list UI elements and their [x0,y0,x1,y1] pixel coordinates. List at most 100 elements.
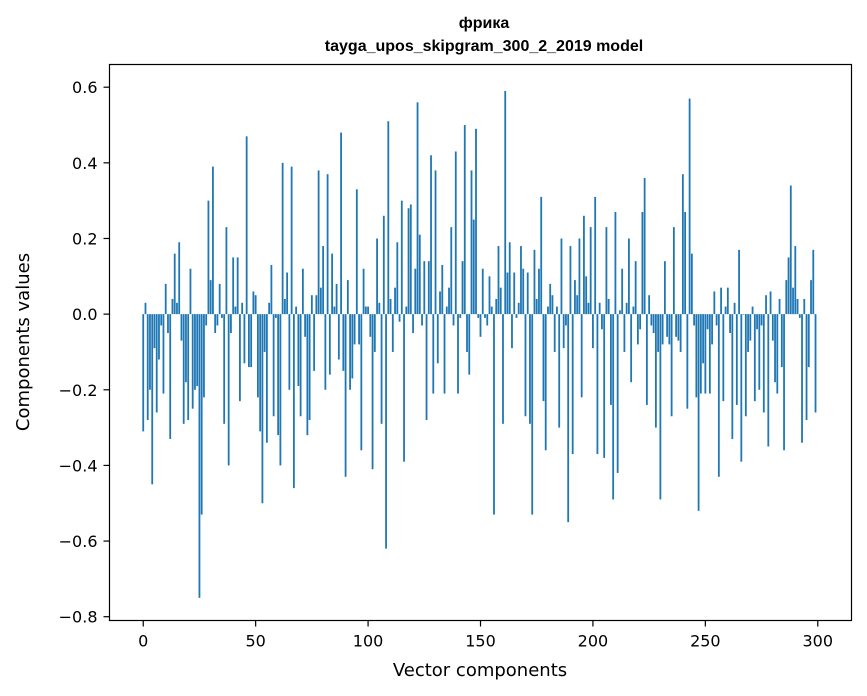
bar-98 [362,268,365,315]
bar-40 [232,257,235,315]
bar-280 [771,314,774,341]
bar-232 [663,261,666,315]
bar-198 [587,302,590,315]
bar-242 [686,314,689,409]
bar-299 [814,314,817,413]
bar-6 [155,314,158,413]
bar-52 [259,314,262,432]
bar-59 [274,314,277,318]
bar-0 [142,314,145,432]
bar-144 [466,314,468,352]
bar-131 [436,314,439,364]
bar-46 [245,136,248,315]
bar-216 [628,238,630,315]
x-tick-label: 250 [690,632,721,651]
bar-106 [380,314,383,424]
bar-79 [319,287,322,315]
bar-122 [416,102,419,315]
bar-192 [574,280,576,315]
bar-119 [409,204,412,315]
bar-145 [468,314,471,375]
bar-222 [641,212,644,315]
bar-282 [776,314,779,394]
bar-258 [722,314,725,402]
bar-20 [187,314,190,421]
bar-45 [243,314,246,364]
bar-8 [160,314,163,326]
bar-230 [659,314,662,500]
y-axis: −0.8 −0.6 −0.4 −0.2 0.0 0.2 0.4 0.6 [59,78,110,627]
bar-261 [729,314,731,334]
bar-283 [778,299,781,315]
bar-187 [562,314,565,349]
bar-35 [221,314,223,318]
bar-157 [495,299,498,315]
bar-228 [654,314,657,428]
bar-38 [227,314,230,466]
bar-154 [488,276,491,315]
chart-title: фрика [459,15,510,32]
bar-22 [191,314,194,409]
bar-151 [481,268,484,315]
x-tick-label: 50 [245,632,265,651]
bar-202 [596,314,599,455]
bar-50 [254,295,257,315]
bar-199 [589,227,592,315]
bar-164 [511,314,513,349]
bar-95 [355,189,358,315]
bar-276 [762,314,765,413]
bar-181 [549,283,552,315]
bar-18 [182,314,185,424]
bar-99 [364,306,367,315]
y-tick-label: 0.6 [72,78,97,97]
bar-138 [452,314,455,326]
bar-65 [288,314,291,390]
bar-245 [693,314,696,326]
bar-21 [189,268,192,315]
bar-277 [765,295,767,315]
bar-174 [533,249,536,315]
bar-26 [200,314,203,515]
bar-127 [427,261,430,315]
bar-124 [421,314,423,326]
bar-294 [803,299,806,315]
bar-56 [268,302,271,315]
bar-288 [789,185,792,315]
bar-255 [715,314,718,326]
bar-85 [333,306,336,315]
bar-28 [205,314,208,326]
bar-118 [407,208,410,315]
plot-frame [108,63,853,622]
bar-75 [310,295,313,315]
bar-234 [668,314,671,345]
bar-172 [529,314,531,424]
bar-142 [461,261,464,315]
bar-241 [684,212,687,315]
bar-143 [463,125,466,315]
bar-31 [212,166,214,315]
bar-190 [569,246,572,315]
bar-221 [639,314,642,330]
bar-219 [634,261,637,315]
bar-206 [605,227,608,315]
bar-68 [295,306,298,315]
bar-162 [506,272,509,315]
bar-267 [742,314,745,315]
bar-224 [645,314,648,405]
bar-160 [502,314,504,424]
bar-94 [353,314,356,345]
bar-107 [382,215,385,315]
bar-153 [486,314,489,326]
bar-182 [551,295,554,315]
y-tick-label: −0.6 [59,532,98,551]
bar-139 [454,151,457,315]
bar-101 [369,314,372,337]
x-axis: 0 50 100 150 200 250 300 [138,620,833,651]
bar-55 [265,314,268,443]
bar-272 [753,314,756,402]
bar-287 [787,257,790,315]
bar-17 [180,314,183,341]
bar-273 [756,314,758,330]
bar-247 [697,314,700,511]
bar-194 [578,238,581,315]
